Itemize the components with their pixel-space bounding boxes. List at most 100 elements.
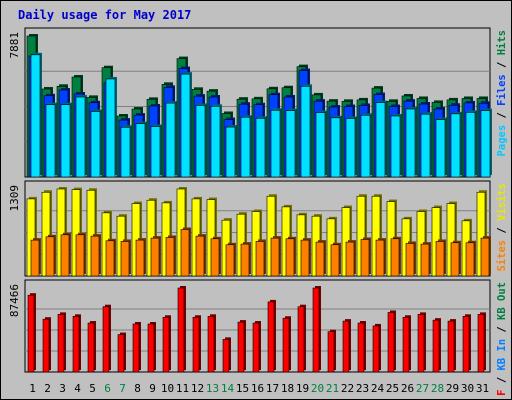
- bar-kbytes-day-18: [282, 317, 290, 373]
- day-label: 22: [341, 382, 354, 395]
- bar-pages-day-16: [255, 118, 266, 178]
- bar-pages-day-28: [435, 119, 446, 178]
- bar-pages-day-18: [285, 110, 296, 178]
- day-label: 24: [371, 382, 385, 395]
- bar-kbytes-day-23: [357, 322, 365, 373]
- bar-kbytes-day-10: [162, 316, 170, 373]
- bar-pages-day-13: [210, 106, 221, 178]
- bar-sites-day-24: [375, 239, 385, 277]
- y-max-label: 1309: [8, 185, 21, 212]
- bar-pages-day-9: [150, 126, 161, 178]
- bar-kbytes-day-30: [462, 315, 470, 373]
- day-label: 30: [461, 382, 474, 395]
- bar-pages-day-7: [120, 126, 131, 178]
- day-label: 13: [206, 382, 219, 395]
- bar-pages-day-5: [90, 111, 101, 178]
- bar-sites-day-17: [270, 237, 280, 277]
- panel-hits-files-pages: 7881 Pages / Files / Hits: [8, 27, 508, 178]
- legend-entry: KB Out: [496, 282, 508, 320]
- bar-sites-day-2: [45, 236, 55, 277]
- bar-sites-day-7: [120, 241, 130, 277]
- day-label: 14: [221, 382, 235, 395]
- legend-entry: /: [496, 371, 508, 390]
- bar-sites-day-3: [60, 234, 70, 277]
- legend-entry: Pages: [496, 125, 508, 157]
- legend-entry: /: [496, 55, 508, 74]
- bar-pages-day-25: [390, 115, 401, 178]
- bar-pages-day-6: [105, 78, 116, 178]
- bar-sites-day-31: [480, 237, 490, 277]
- x-axis-day-labels: 1 2 3 4 5 6 7 8 9 10 11 12 13 14 15 16 17 18 19 20 21 22 23 24 2…: [29, 382, 489, 395]
- bar-sites-day-15: [240, 243, 250, 277]
- bar-pages-day-30: [465, 112, 476, 178]
- y-max-label: 87466: [8, 284, 21, 317]
- bar-kbytes-day-6: [102, 306, 110, 373]
- bar-kbytes-day-17: [267, 301, 275, 373]
- bar-kbytes-day-11: [177, 287, 185, 373]
- bar-pages-day-24: [375, 102, 386, 178]
- day-label: 17: [266, 382, 279, 395]
- day-label: 5: [89, 382, 96, 395]
- bar-pages-day-12: [195, 105, 206, 178]
- bar-sites-day-30: [465, 242, 475, 277]
- bar-sites-day-4: [75, 234, 85, 277]
- bar-sites-day-6: [105, 240, 115, 277]
- panel-kbytes: 87466 KB F / KB In / KB Out: [8, 279, 508, 400]
- panel-visits-sites: 1309 Sites / Visits: [8, 180, 508, 277]
- bar-pages-day-29: [450, 113, 461, 178]
- bar-kbytes-day-29: [447, 320, 455, 373]
- bar-kbytes-day-27: [417, 314, 425, 373]
- bar-kbytes-day-4: [72, 315, 80, 373]
- day-label: 7: [119, 382, 126, 395]
- legend-entry: Files: [496, 74, 508, 106]
- legend-visits-sites: Sites / Visits: [496, 183, 508, 272]
- bar-pages-day-17: [270, 109, 281, 178]
- bar-kbytes-day-16: [252, 322, 260, 373]
- bar-pages-day-11: [180, 73, 191, 178]
- bar-sites-day-9: [150, 237, 160, 277]
- bar-pages-day-1: [30, 54, 41, 178]
- day-label: 31: [476, 382, 489, 395]
- bar-sites-day-8: [135, 239, 145, 277]
- bar-kbytes-day-21: [327, 331, 335, 373]
- legend-entry: /: [496, 106, 508, 125]
- bar-sites-day-20: [315, 241, 325, 277]
- bar-pages-day-27: [420, 113, 431, 178]
- y-max-label: 7881: [8, 32, 21, 59]
- bar-kbytes-day-2: [42, 318, 50, 373]
- day-label: 21: [326, 382, 339, 395]
- day-label: 23: [356, 382, 369, 395]
- bar-kbytes-day-15: [237, 321, 245, 373]
- bar-pages-day-22: [345, 118, 356, 178]
- day-label: 2: [44, 382, 51, 395]
- day-label: 9: [149, 382, 156, 395]
- bar-sites-day-1: [30, 239, 40, 277]
- bar-sites-day-26: [405, 243, 415, 277]
- bar-sites-day-22: [345, 241, 355, 277]
- day-label: 26: [401, 382, 414, 395]
- bar-kbytes-day-24: [372, 325, 380, 373]
- bar-pages-day-23: [360, 114, 371, 178]
- bar-pages-day-2: [45, 104, 56, 178]
- day-label: 4: [74, 382, 81, 395]
- bar-pages-day-15: [240, 116, 251, 178]
- bar-kbytes-day-25: [387, 312, 395, 373]
- day-label: 25: [386, 382, 399, 395]
- legend-entry: Sites: [496, 240, 508, 272]
- bar-kbytes-day-8: [132, 323, 140, 373]
- day-label: 18: [281, 382, 294, 395]
- bar-kbytes-day-3: [57, 314, 65, 373]
- day-label: 6: [104, 382, 111, 395]
- bar-sites-day-14: [225, 244, 235, 277]
- bar-kbytes-day-26: [402, 316, 410, 373]
- bar-pages-day-26: [405, 108, 416, 178]
- bar-pages-day-8: [135, 123, 146, 178]
- bar-kbytes-day-14: [222, 339, 230, 373]
- legend-entry: KB F: [496, 389, 508, 400]
- bar-sites-day-11: [180, 229, 190, 277]
- legend-kbytes: KB F / KB In / KB Out: [496, 282, 508, 400]
- bar-sites-day-12: [195, 235, 205, 277]
- bar-sites-day-27: [420, 243, 430, 277]
- bar-pages-day-14: [225, 126, 236, 178]
